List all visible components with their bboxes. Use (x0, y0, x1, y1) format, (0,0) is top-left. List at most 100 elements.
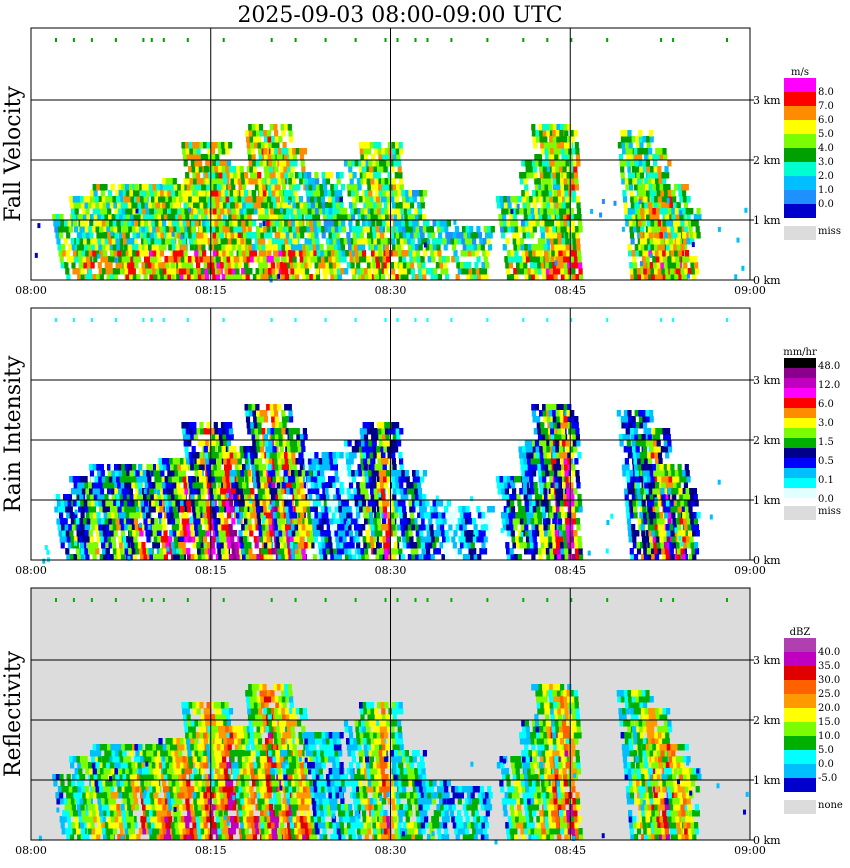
echo-pixel (241, 524, 246, 531)
echo-pixel (332, 238, 337, 245)
echo-pixel (633, 196, 638, 203)
echo-pixel (426, 38, 429, 42)
echo-pixel (449, 232, 454, 239)
echo-pixel (249, 530, 254, 537)
echo-pixel (148, 268, 153, 275)
echo-pixel (227, 262, 232, 269)
echo-pixel (126, 256, 131, 263)
echo-pixel (110, 184, 115, 191)
echo-pixel (147, 262, 152, 269)
echo-pixel (176, 226, 181, 233)
echo-pixel (310, 256, 315, 263)
echo-pixel (442, 256, 447, 263)
echo-pixel (532, 166, 537, 173)
echo-pixel (356, 178, 361, 185)
echo-pixel (110, 274, 115, 281)
echo-pixel (144, 482, 149, 489)
echo-pixel (221, 554, 226, 561)
echo-pixel (217, 548, 222, 555)
echo-pixel (624, 208, 629, 215)
echo-pixel (444, 268, 449, 275)
echo-pixel (399, 268, 405, 275)
echo-pixel (354, 244, 359, 251)
echo-pixel (540, 142, 545, 149)
echo-pixel (175, 524, 180, 531)
echo-pixel (288, 226, 293, 233)
echo-pixel (560, 262, 565, 269)
echo-pixel (545, 196, 550, 203)
echo-pixel (154, 476, 159, 483)
echo-pixel (71, 208, 76, 215)
echo-pixel (176, 274, 181, 281)
echo-pixel (191, 226, 196, 233)
echo-pixel (222, 172, 227, 179)
echo-pixel (216, 458, 221, 465)
echo-pixel (240, 172, 245, 179)
echo-pixel (170, 542, 176, 549)
echo-pixel (184, 184, 189, 191)
echo-pixel (671, 232, 676, 239)
echo-pixel (209, 184, 214, 191)
echo-pixel (248, 130, 253, 137)
echo-pixel (431, 238, 436, 245)
echo-pixel (631, 172, 636, 179)
echo-pixel (229, 434, 234, 441)
echo-pixel (663, 262, 669, 269)
echo-pixel (463, 262, 468, 269)
echo-pixel (647, 262, 652, 269)
echo-pixel (198, 476, 204, 483)
echo-pixel (186, 184, 191, 191)
echo-pixel (522, 172, 527, 179)
echo-pixel (642, 262, 647, 269)
echo-pixel (105, 524, 110, 531)
echo-pixel (226, 440, 231, 447)
echo-pixel (371, 250, 376, 257)
echo-pixel (202, 476, 207, 483)
echo-pixel (438, 232, 443, 239)
echo-pixel (192, 494, 197, 501)
echo-pixel (125, 470, 131, 477)
echo-pixel (104, 214, 109, 221)
echo-pixel (63, 238, 68, 245)
echo-pixel (172, 458, 177, 465)
echo-pixel (211, 172, 216, 179)
echo-pixel (265, 214, 270, 221)
echo-pixel (198, 536, 203, 543)
echo-pixel (274, 250, 280, 257)
echo-pixel (522, 232, 527, 239)
echo-pixel (124, 184, 129, 191)
echo-pixel (415, 190, 420, 197)
echo-pixel (274, 136, 279, 143)
echo-pixel (101, 476, 106, 483)
echo-pixel (122, 536, 127, 543)
echo-pixel (167, 470, 172, 477)
echo-pixel (52, 494, 57, 501)
echo-pixel (214, 244, 219, 251)
echo-pixel (81, 530, 86, 537)
echo-pixel (139, 250, 144, 257)
echo-pixel (81, 208, 86, 215)
echo-pixel (652, 256, 657, 263)
echo-pixel (576, 202, 581, 209)
echo-pixel (308, 184, 313, 191)
echo-pixel (78, 256, 83, 263)
echo-pixel (119, 476, 124, 483)
echo-pixel (221, 166, 226, 173)
echo-pixel (123, 500, 128, 507)
echo-pixel (236, 214, 241, 221)
echo-pixel (543, 142, 548, 149)
echo-pixel (387, 172, 392, 179)
echo-pixel (549, 196, 554, 203)
echo-pixel (170, 184, 175, 191)
height-tick-label: 3 km (753, 94, 781, 107)
echo-pixel (465, 226, 470, 233)
echo-pixel (439, 238, 444, 245)
echo-pixel (150, 518, 155, 525)
echo-pixel (245, 202, 250, 209)
echo-pixel (663, 256, 668, 263)
echo-pixel (259, 226, 264, 233)
echo-pixel (284, 274, 289, 281)
echo-pixel (154, 262, 159, 269)
echo-pixel (329, 268, 334, 275)
echo-pixel (563, 262, 568, 269)
